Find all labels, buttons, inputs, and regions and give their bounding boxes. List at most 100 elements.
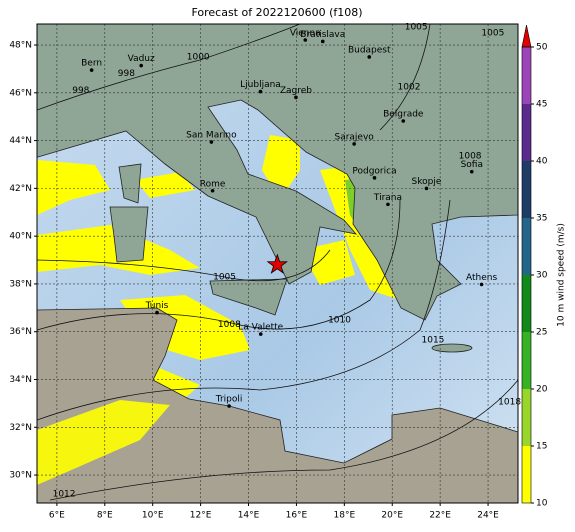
colorbar: 10 15 20 25 30 35 40 45 50 10 m wind speed (m/s) — [521, 24, 567, 509]
city-label: Vaduz — [128, 54, 155, 64]
city-dot — [303, 38, 308, 42]
isobar-label: 1005 — [213, 272, 236, 282]
colorbar-tick-label: 45 — [536, 100, 547, 110]
city-label: Zagreb — [280, 86, 312, 96]
x-tick-label: 14°E — [238, 511, 260, 521]
city-dot — [424, 186, 429, 191]
marker-star — [266, 253, 288, 274]
city-dot — [210, 188, 215, 193]
isobar-label: 1018 — [498, 398, 521, 408]
city-dot — [386, 202, 390, 207]
city-label: Podgorica — [352, 166, 396, 176]
map-title: Forecast of 2022120600 (f108) — [191, 6, 362, 19]
colorbar-tick-label: 40 — [536, 157, 548, 167]
wind-area — [135, 172, 195, 198]
colorbar-tick-label: 10 — [536, 499, 548, 509]
x-tick-label: 8°E — [97, 511, 113, 521]
city-dot — [372, 176, 377, 180]
colorbar-segment — [522, 161, 531, 218]
sardinia — [109, 206, 149, 263]
y-tick-label: 36°N — [9, 327, 32, 337]
isobar — [37, 199, 401, 331]
isobar-label: 998 — [72, 86, 89, 96]
basemap — [37, 24, 518, 503]
city-dot — [352, 142, 356, 146]
colorbar-tick-label: 20 — [536, 385, 548, 395]
city-dot — [479, 282, 484, 287]
city-label: Tunis — [145, 301, 169, 311]
city-label: Ljubljana — [240, 80, 281, 90]
isobar — [37, 24, 301, 111]
city-label: San Marino — [186, 131, 237, 141]
isobar — [379, 24, 431, 131]
city-label: Tripoli — [215, 395, 243, 405]
isobar-label: 1005 — [405, 23, 428, 33]
colorbar-label: 10 m wind speed (m/s) — [557, 223, 567, 327]
colorbar-segment — [522, 104, 531, 161]
colorbar-segment — [522, 389, 531, 446]
city-label: Vienna — [290, 29, 321, 39]
corsica — [118, 163, 142, 204]
x-tick-label: 18°E — [334, 511, 356, 521]
y-tick-label: 30°N — [9, 471, 32, 481]
city-dot — [320, 39, 325, 44]
isobar — [37, 199, 451, 421]
x-tick-label: 22°E — [429, 511, 451, 521]
x-tick-label: 16°E — [286, 511, 308, 521]
city-dot — [401, 119, 406, 123]
y-tick-label: 42°N — [9, 184, 32, 194]
colorbar-tick-label: 50 — [536, 43, 548, 53]
colorbar-tick-label: 30 — [536, 271, 548, 281]
colorbar-tick-label: 35 — [536, 214, 547, 224]
wind-area — [37, 400, 170, 485]
isobar-label: 1002 — [398, 82, 421, 92]
map-frame — [36, 23, 519, 504]
colorbar-segment — [522, 446, 531, 503]
y-tick-label: 46°N — [9, 88, 32, 98]
y-tick-label: 38°N — [9, 279, 32, 289]
city-label: Athens — [466, 273, 497, 283]
city-label: Budapest — [348, 45, 391, 55]
colorbar-tick-label: 15 — [536, 442, 547, 452]
city-label: Skopje — [412, 177, 442, 187]
isobar-label: 1000 — [187, 52, 210, 62]
isobar-label: 1005 — [481, 29, 504, 39]
city-label: Tirana — [373, 193, 402, 203]
city-label: Sofia — [461, 160, 483, 170]
crete — [431, 343, 473, 353]
city-label: Sarajevo — [334, 132, 374, 142]
city-dot — [294, 95, 298, 100]
y-tick-label: 40°N — [9, 232, 32, 242]
city-label: La Valette — [238, 323, 283, 333]
y-tick-label: 48°N — [9, 41, 32, 51]
colorbar-tick-label: 25 — [536, 328, 547, 338]
colorbar-segment — [522, 275, 531, 332]
isobar-label: 1012 — [53, 490, 76, 500]
grid — [37, 24, 518, 503]
isobar-label: 1015 — [422, 336, 445, 346]
city-dot — [227, 404, 231, 408]
colorbar-extend — [521, 24, 532, 48]
colorbar-segment — [522, 218, 531, 275]
wind-area — [37, 160, 110, 215]
city-dot — [209, 140, 214, 144]
city-dot — [155, 310, 159, 315]
isobar-label: 1008 — [218, 320, 241, 330]
city-label: Rome — [200, 179, 226, 189]
isobar — [49, 379, 518, 501]
city-dot — [469, 169, 474, 174]
city-dot — [367, 55, 372, 59]
x-tick-label: 24°E — [477, 511, 499, 521]
x-tick-label: 10°E — [142, 511, 164, 521]
x-tick-label: 12°E — [190, 511, 212, 521]
city-label: Bern — [81, 59, 102, 69]
city-dot — [89, 68, 94, 72]
overlay: 1005 1008 1010 1015 1018 1012 1000 998 998 1002 10… — [53, 23, 522, 500]
colorbar-segment — [522, 332, 531, 389]
colorbar-segment — [522, 47, 531, 104]
city-dot — [139, 63, 144, 68]
x-tick-label: 6°E — [49, 511, 65, 521]
land-africa — [37, 307, 518, 503]
x-tick-label: 20°E — [381, 511, 403, 521]
